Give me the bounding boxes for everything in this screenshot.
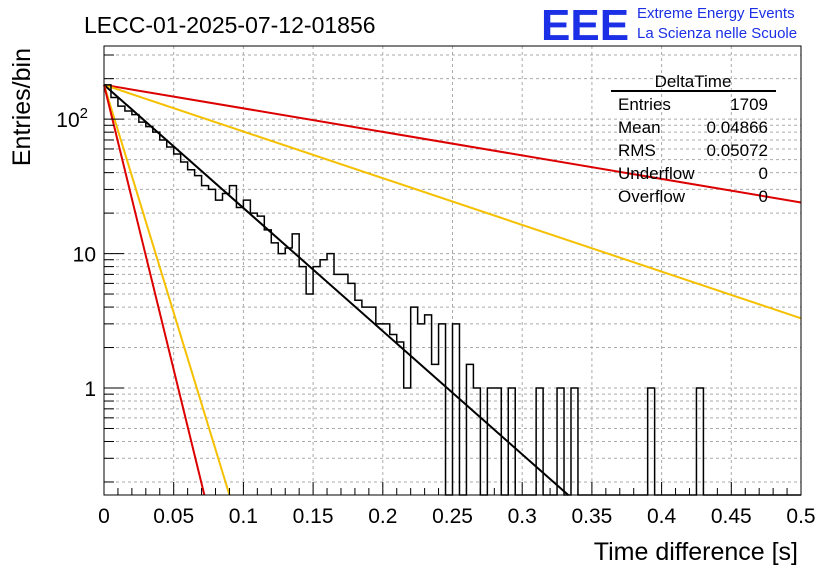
x-tick-label: 0.1 [229, 505, 258, 528]
eee-logo-line1: Extreme Energy Events [637, 5, 795, 22]
stats-value: 0 [759, 187, 768, 206]
stats-label: Underflow [618, 164, 695, 183]
histogram [104, 84, 801, 496]
x-axis-label: Time difference [s] [594, 538, 798, 566]
stats-label: Mean [618, 118, 661, 137]
fit-curve [103, 83, 802, 204]
fit-curve [103, 83, 802, 320]
stats-value: 0 [759, 164, 768, 183]
eee-logo: EEE [541, 1, 629, 50]
stats-value: 0.05072 [707, 141, 768, 160]
y-tick-label: 10 [73, 244, 96, 267]
stats-title: DeltaTime [655, 72, 732, 91]
x-tick-label: 0.25 [432, 505, 473, 528]
y-tick-labels: 1 10 102 [56, 105, 96, 401]
x-tick-label: 0.35 [571, 505, 612, 528]
x-tick-label: 0.15 [293, 505, 334, 528]
fit-curve [103, 84, 206, 496]
fit-curve [103, 84, 231, 496]
fit-curves [103, 83, 802, 496]
y-tick-label: 1 [84, 378, 96, 401]
stats-value: 0.04866 [707, 118, 768, 137]
x-tick-label: 0.05 [153, 505, 194, 528]
stats-label: Overflow [618, 187, 686, 206]
stats-value: 1709 [730, 95, 768, 114]
axis-ticks [103, 54, 802, 495]
x-tick-label: 0.2 [368, 505, 397, 528]
y-axis-label: Entries/bin [8, 48, 36, 166]
x-tick-label: 0.3 [508, 505, 537, 528]
eee-logo-line2: La Scienza nelle Scuole [637, 25, 797, 42]
fit-curve [103, 84, 569, 496]
y-tick-label: 102 [56, 105, 88, 132]
x-tick-labels: 0 0.05 0.1 0.15 0.2 0.25 0.3 0.35 0.4 0.45 0.5 [98, 505, 815, 528]
chart-title: LECC-01-2025-07-12-01856 [84, 12, 376, 38]
stats-label: Entries [618, 95, 671, 114]
x-tick-label: 0.5 [786, 505, 815, 528]
stats-label: RMS [618, 141, 656, 160]
x-tick-label: 0 [98, 505, 110, 528]
stats-box: DeltaTime Entries 1709 Mean 0.04866 RMS … [611, 72, 776, 206]
x-tick-label: 0.45 [711, 505, 752, 528]
histogram-outline [104, 84, 801, 496]
x-tick-label: 0.4 [647, 505, 677, 528]
